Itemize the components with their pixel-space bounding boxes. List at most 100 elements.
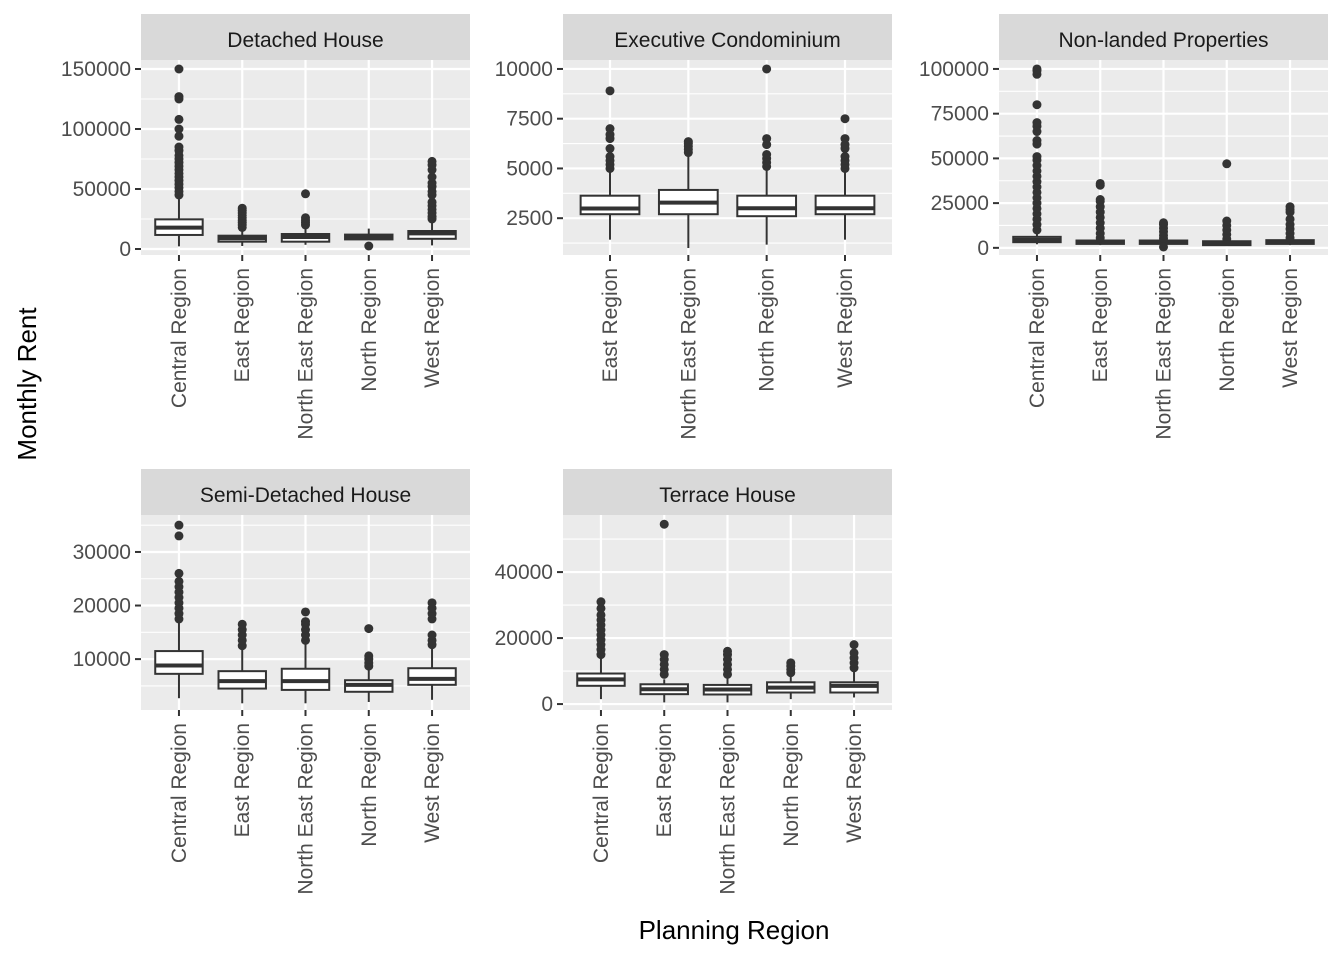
outlier-point	[596, 597, 606, 607]
y-tick-label: 10000	[495, 58, 553, 81]
outlier-point	[840, 152, 850, 162]
outlier-point	[849, 640, 859, 650]
x-axis-title: Planning Region	[639, 915, 830, 945]
boxplot-north-east-region	[657, 137, 719, 249]
outlier-point	[174, 576, 184, 586]
outlier-point	[596, 610, 606, 620]
x-tick-label: East Region	[231, 723, 254, 837]
facet-panel: Executive Condominium 2500 5000 7500 10000 Ea…	[495, 14, 892, 440]
outlier-point	[659, 519, 669, 529]
x-tick-label: West Region	[1279, 268, 1302, 388]
box	[736, 194, 798, 218]
outlier-point	[762, 134, 772, 144]
facet-title: Terrace House	[659, 484, 796, 507]
y-tick-label: 10000	[73, 648, 131, 671]
boxplot-central-region	[154, 64, 204, 247]
boxplot-north-region	[766, 658, 816, 700]
boxplot-west-region	[829, 640, 879, 698]
outlier-point	[605, 144, 615, 154]
facet-strip	[563, 469, 892, 515]
y-tick-label: 25000	[931, 192, 989, 215]
facet-title: Semi-Detached House	[200, 484, 411, 507]
boxplot-east-region	[217, 619, 267, 704]
boxplot-north-east-region	[1138, 218, 1189, 252]
boxplot-north-region	[344, 228, 394, 251]
x-tick-label: East Region	[1089, 268, 1112, 382]
outlier-point	[683, 137, 693, 147]
outlier-point	[762, 150, 772, 160]
boxplot-central-region	[154, 520, 204, 699]
y-tick-label: 2500	[506, 207, 553, 230]
facet-panel: Detached House 0 50000 100000 150000 Central …	[61, 14, 470, 440]
facet-strip	[999, 14, 1328, 60]
outlier-point	[1032, 118, 1042, 128]
y-tick-label: 7500	[506, 108, 553, 131]
x-tick-label: West Region	[834, 268, 857, 388]
x-tick-label: Central Region	[168, 268, 191, 408]
x-tick-label: North East Region	[677, 268, 700, 440]
outlier-point	[301, 213, 310, 223]
x-tick-label: North Region	[1216, 268, 1239, 392]
outlier-point	[1032, 136, 1042, 146]
outlier-point	[364, 241, 374, 251]
outlier-point	[1285, 202, 1295, 212]
outlier-point	[1095, 178, 1105, 188]
outlier-point	[364, 651, 374, 661]
outlier-point	[1032, 64, 1042, 74]
outlier-point	[427, 172, 437, 182]
y-axis-title: Monthly Rent	[12, 307, 42, 461]
facet-title: Non-landed Properties	[1058, 29, 1268, 52]
panel-background	[563, 60, 892, 255]
y-tick-label: 100000	[61, 118, 131, 141]
y-tick-label: 40000	[495, 561, 553, 584]
facet-panel: Terrace House 0 20000 40000 Central Region Ea…	[495, 469, 892, 895]
x-tick-label: West Region	[421, 268, 444, 388]
boxplot-north-east-region	[702, 646, 753, 703]
outlier-point	[174, 64, 184, 74]
boxplot-east-region	[579, 86, 641, 240]
outlier-point	[174, 131, 184, 141]
outlier-point	[1222, 216, 1232, 226]
boxplot-west-region	[407, 156, 457, 246]
boxplot-north-region	[1202, 159, 1252, 247]
boxplot-central-region	[576, 597, 626, 700]
x-tick-label: East Region	[653, 723, 676, 837]
outlier-point	[174, 531, 184, 541]
facet-title: Executive Condominium	[614, 29, 840, 52]
y-tick-label: 0	[977, 237, 989, 260]
y-tick-label: 5000	[506, 157, 553, 180]
outlier-point	[174, 520, 184, 530]
y-tick-label: 20000	[495, 627, 553, 650]
outlier-point	[237, 203, 247, 213]
x-tick-label: North Region	[358, 723, 381, 847]
boxplot-west-region	[814, 114, 876, 240]
boxplot-west-region	[1265, 202, 1315, 246]
outlier-point	[840, 114, 850, 124]
outlier-point	[174, 568, 184, 578]
outlier-point	[1222, 159, 1232, 169]
outlier-point	[849, 648, 859, 658]
x-tick-label: Central Region	[590, 723, 613, 863]
outlier-point	[605, 124, 615, 134]
facet-title: Detached House	[227, 29, 383, 52]
outlier-point	[762, 64, 772, 74]
y-tick-label: 150000	[61, 58, 131, 81]
x-tick-label: West Region	[421, 723, 444, 843]
outlier-point	[723, 646, 732, 656]
outlier-point	[1159, 242, 1168, 252]
facet-strip	[141, 469, 470, 515]
boxplot-east-region	[217, 203, 267, 246]
y-tick-label: 20000	[73, 595, 131, 618]
y-tick-label: 30000	[73, 541, 131, 564]
boxplot-north-east-region	[280, 607, 331, 704]
facet-panel: Semi-Detached House 10000 20000 30000 Centra…	[73, 469, 470, 895]
boxplot-central-region	[1012, 64, 1062, 245]
outlier-point	[786, 658, 796, 668]
outlier-point	[1032, 100, 1042, 110]
box	[154, 650, 204, 675]
outlier-point	[427, 598, 437, 608]
outlier-point	[174, 114, 184, 124]
outlier-point	[174, 124, 184, 134]
outlier-point	[364, 624, 374, 634]
outlier-point	[427, 630, 437, 640]
